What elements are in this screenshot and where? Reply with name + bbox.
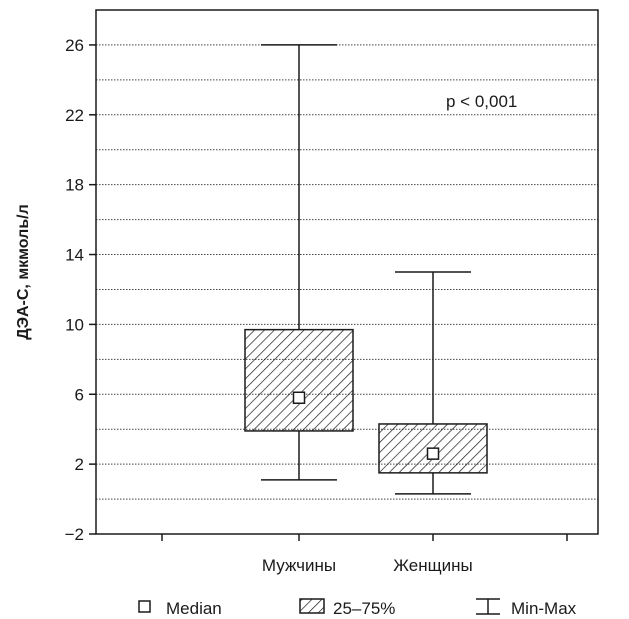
x-category-label: Женщины xyxy=(393,556,472,575)
p-value-annotation: p < 0,001 xyxy=(446,92,517,111)
y-tick-label: 10 xyxy=(65,315,84,334)
legend-whisker-label: Min-Max xyxy=(511,599,577,618)
median-marker xyxy=(426,447,440,460)
y-tick-label: 14 xyxy=(65,246,84,265)
plot-area-frame xyxy=(95,9,599,535)
box-group xyxy=(378,271,488,495)
legend-median-label: Median xyxy=(166,599,222,618)
box-group xyxy=(244,44,354,481)
iqr-box xyxy=(244,328,354,432)
y-tick-label: 26 xyxy=(65,36,84,55)
y-tick-label: 18 xyxy=(65,176,84,195)
median-marker xyxy=(292,391,306,405)
y-tick-label: −2 xyxy=(65,525,84,544)
legend-iqr-symbol xyxy=(299,598,325,614)
y-tick-label: 22 xyxy=(65,106,84,125)
box-series xyxy=(244,44,488,495)
y-axis-title: ДЭА-С, мкмоль/л xyxy=(15,204,32,340)
gridlines xyxy=(96,44,598,500)
legend: Median 25–75% Min-Max xyxy=(138,598,577,618)
legend-whisker-symbol xyxy=(476,598,500,615)
y-tick-label: 2 xyxy=(75,455,84,474)
x-axis: Мужчины Женщины xyxy=(161,534,568,575)
legend-median-symbol xyxy=(138,600,151,613)
x-category-label: Мужчины xyxy=(262,556,336,575)
y-tick-label: 6 xyxy=(75,385,84,404)
legend-iqr-label: 25–75% xyxy=(333,599,395,618)
